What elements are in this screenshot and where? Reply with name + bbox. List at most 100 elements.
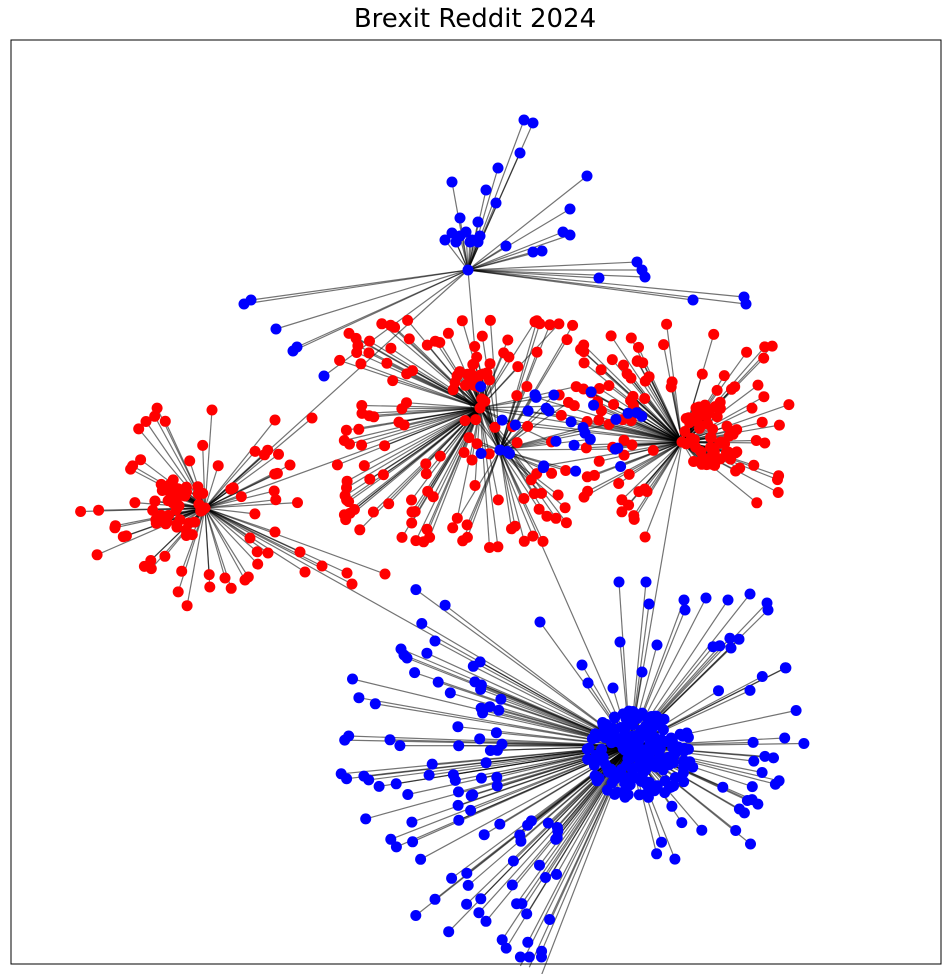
graph-node-red	[171, 519, 183, 530]
graph-node-red	[623, 468, 635, 480]
graph-node-red	[758, 352, 770, 364]
graph-node-red	[484, 542, 495, 553]
graph-node-red	[492, 541, 504, 553]
graph-node-red	[356, 439, 368, 451]
graph-node-red	[147, 504, 159, 516]
graph-node-blue	[491, 744, 503, 756]
graph-node-blue	[551, 822, 563, 833]
graph-node-red	[306, 412, 318, 424]
graph-node-red	[379, 440, 391, 452]
graph-node-blue	[491, 771, 503, 783]
graph-edge	[204, 507, 246, 581]
graph-node-red	[206, 404, 218, 416]
graph-node-red	[383, 498, 395, 510]
graph-edge	[412, 370, 481, 409]
graph-node-red	[364, 473, 376, 485]
graph-edge	[681, 404, 790, 443]
graph-node-blue	[540, 872, 551, 883]
graph-node-blue	[462, 264, 474, 276]
graph-edge	[204, 269, 469, 509]
graph-node-red	[661, 318, 673, 330]
graph-node-red	[341, 567, 353, 579]
graph-edge	[186, 507, 206, 606]
graph-node-blue	[681, 727, 693, 739]
graph-node-blue	[747, 736, 759, 748]
graph-node-blue	[467, 789, 479, 801]
graph-node-blue	[636, 666, 648, 678]
graph-node-red	[688, 456, 700, 467]
graph-node-blue	[636, 724, 648, 736]
graph-edge	[429, 407, 481, 538]
graph-node-blue	[768, 752, 779, 764]
graph-node-red	[259, 449, 270, 461]
graph-node-red	[483, 448, 495, 460]
graph-node-blue	[669, 772, 681, 783]
graph-node-blue	[668, 750, 680, 762]
graph-node-red	[626, 439, 638, 451]
graph-node-blue	[600, 759, 611, 771]
graph-node-red	[580, 442, 592, 454]
graph-node-red	[553, 318, 565, 330]
graph-edge	[587, 441, 683, 492]
graph-node-blue	[672, 741, 684, 753]
graph-node-red	[192, 488, 204, 500]
graph-node-red	[484, 314, 496, 326]
graph-node-blue	[410, 584, 422, 596]
graph-node-blue	[439, 599, 451, 611]
graph-node-blue	[506, 879, 518, 891]
graph-edge	[479, 407, 534, 537]
graph-node-blue	[358, 770, 370, 782]
graph-node-red	[140, 416, 152, 427]
graph-node-red	[379, 568, 391, 580]
graph-node-blue	[649, 731, 661, 743]
graph-edge	[204, 502, 298, 509]
graph-node-blue	[394, 740, 406, 752]
graph-node-red	[698, 404, 710, 415]
graph-node-blue	[490, 727, 502, 739]
graph-node-blue	[756, 671, 768, 682]
graph-node-red	[364, 335, 375, 347]
graph-node-red	[639, 393, 651, 404]
graph-node-blue	[620, 759, 632, 771]
graph-edge	[204, 451, 256, 509]
graph-node-blue	[640, 576, 652, 588]
graph-node-blue	[722, 594, 734, 606]
graph-node-red	[718, 370, 730, 382]
graph-node-blue	[409, 667, 421, 679]
graph-node-blue	[360, 813, 372, 825]
graph-node-red	[93, 504, 105, 516]
graph-node-red	[476, 330, 488, 342]
graph-node-blue	[744, 684, 756, 696]
graph-node-red	[149, 410, 161, 422]
graph-node-blue	[536, 245, 548, 257]
graph-edge	[204, 507, 631, 747]
graph-node-red	[149, 495, 161, 507]
graph-edge	[466, 449, 501, 526]
graph-node-blue	[660, 736, 672, 747]
graph-node-blue	[713, 685, 724, 697]
graph-node-blue	[640, 788, 652, 800]
graph-edge	[467, 234, 571, 271]
graph-node-blue	[579, 427, 591, 439]
graph-node-blue	[676, 817, 688, 829]
graph-node-red	[402, 314, 414, 326]
graph-node-red	[377, 469, 389, 481]
graph-node-red	[502, 334, 514, 346]
graph-node-red	[613, 478, 625, 489]
graph-edge	[381, 323, 481, 409]
graph-node-red	[294, 546, 306, 558]
graph-node-red	[595, 364, 607, 376]
graph-edge	[467, 175, 588, 271]
graph-node-blue	[452, 799, 464, 811]
graph-node-red	[387, 375, 399, 387]
graph-node-blue	[730, 825, 742, 836]
graph-node-red	[268, 485, 280, 497]
graph-node-blue	[494, 818, 506, 830]
graph-node-blue	[745, 838, 756, 850]
graph-edge	[555, 745, 631, 840]
graph-node-blue	[576, 659, 588, 671]
graph-node-red	[567, 319, 579, 331]
graph-node-red	[563, 396, 574, 408]
graph-node-red	[344, 438, 355, 450]
graph-edge	[515, 424, 683, 443]
